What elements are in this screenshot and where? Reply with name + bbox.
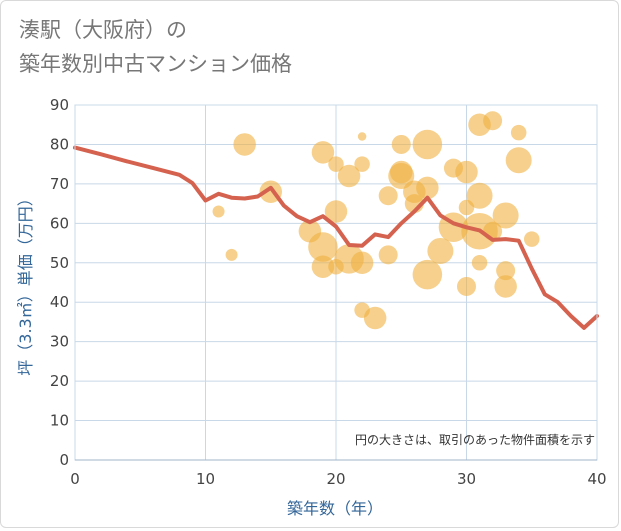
bubble-point (378, 186, 398, 206)
y-axis-label: 坪（3.3㎡）単価（万円） (16, 190, 35, 375)
bubble-point (311, 141, 335, 164)
x-tick-label: 10 (196, 470, 215, 488)
bubble-point (391, 134, 411, 154)
bubble-point (416, 176, 439, 200)
bubble-point (378, 245, 398, 265)
bubble-point (311, 255, 335, 278)
x-axis-label: 築年数（年） (287, 499, 383, 518)
bubble-point (328, 156, 344, 172)
bubble-point (483, 111, 503, 131)
bubble-point (455, 160, 478, 184)
axes (74, 104, 598, 461)
x-tick-label: 20 (326, 470, 345, 488)
average-price-line (73, 145, 599, 330)
bubble-point (492, 202, 519, 229)
y-tick-label: 80 (50, 135, 69, 153)
x-tick-label: 40 (587, 470, 606, 488)
bubble-point (494, 275, 517, 298)
bubble-point (225, 248, 238, 261)
bubble-point (505, 147, 532, 174)
bubble-point (466, 182, 493, 209)
chart-title: 湊駅（大阪府）の 築年数別中古マンション価格 (19, 13, 292, 81)
bubble-point (412, 129, 443, 160)
average-line-layer (73, 145, 599, 330)
tick-labels: 0 10 20 30 40 50 60 70 80 90 0 10 20 30 40 (50, 96, 607, 488)
bubble-point (212, 205, 225, 218)
bubble-point (427, 237, 454, 264)
chart-title-line-1: 湊駅（大阪府）の (19, 18, 187, 42)
y-tick-label: 40 (50, 293, 69, 311)
bubble-point (471, 255, 488, 271)
bubble-point (457, 276, 476, 296)
y-tick-label: 30 (50, 333, 69, 351)
bubble-size-note: 円の大きさは、取引のあった物件面積を示す (355, 432, 595, 447)
y-tick-label: 90 (50, 96, 69, 114)
y-tick-label: 10 (50, 412, 69, 430)
x-tick-label: 30 (457, 470, 476, 488)
bubble-point (354, 156, 370, 172)
bubble-point (337, 164, 361, 188)
bubble-point (350, 251, 374, 275)
y-tick-label: 50 (50, 254, 69, 272)
x-tick-label: 0 (70, 470, 80, 488)
y-tick-label: 70 (50, 175, 69, 193)
y-tick-label: 20 (50, 372, 69, 390)
bubble-point (324, 200, 348, 223)
bubble-point (524, 231, 540, 247)
bubble-point (388, 163, 415, 189)
bubble-point (496, 261, 516, 281)
bubble-layer (212, 111, 540, 330)
bubble-point (233, 133, 256, 156)
y-tick-label: 0 (59, 451, 69, 469)
y-tick-label: 60 (50, 214, 69, 232)
bubble-point (412, 259, 443, 290)
bubble-point (308, 232, 338, 262)
bubble-point (357, 132, 367, 141)
chart-title-line-2: 築年数別中古マンション価格 (19, 52, 292, 76)
bubble-point (510, 124, 527, 141)
bubble-point (363, 306, 387, 330)
